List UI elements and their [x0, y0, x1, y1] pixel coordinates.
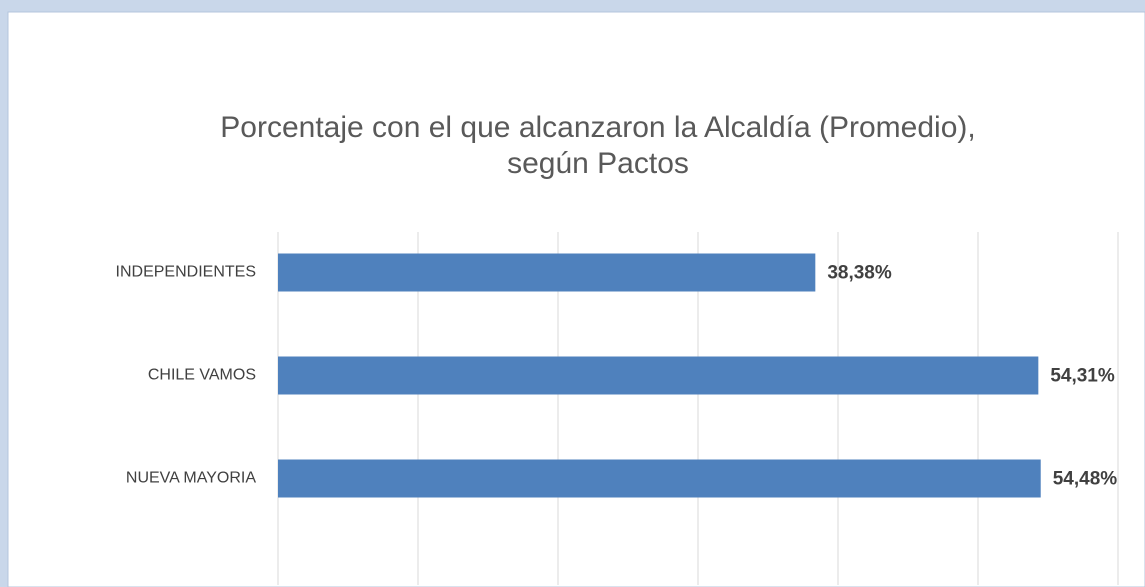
chart-title: Porcentaje con el que alcanzaron la Alca…	[220, 111, 975, 144]
value-label: 54,48%	[1053, 469, 1118, 490]
chart-title: según Pactos	[507, 147, 689, 180]
bar	[278, 356, 1039, 395]
value-label: 54,31%	[1050, 366, 1115, 387]
y-tick-label: NUEVA MAYORIA	[126, 470, 256, 487]
bar	[278, 253, 816, 292]
bar	[278, 459, 1041, 498]
value-label: 38,38%	[827, 263, 892, 284]
y-tick-label: INDEPENDIENTES	[116, 264, 256, 281]
chart-panel	[7, 11, 1145, 587]
y-tick-label: CHILE VAMOS	[148, 367, 256, 384]
